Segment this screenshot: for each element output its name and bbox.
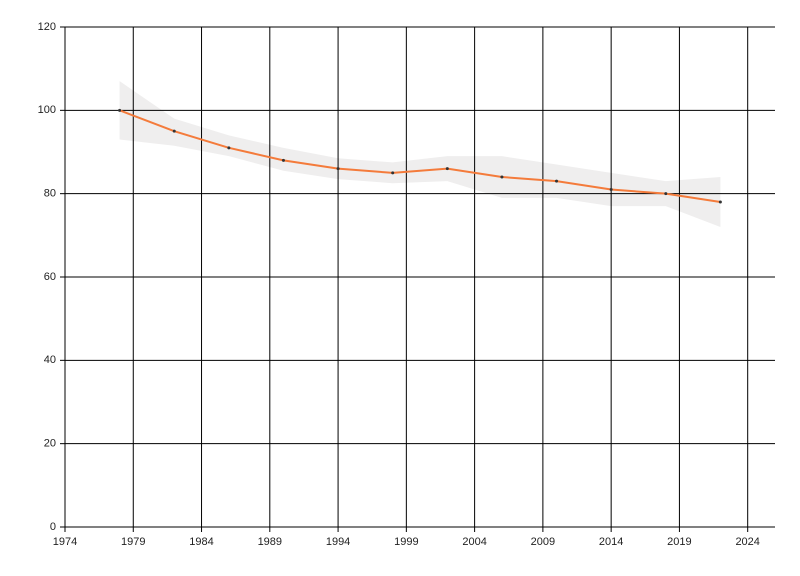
y-tick-label: 0 bbox=[50, 521, 56, 533]
x-tick-label: 1989 bbox=[258, 536, 282, 548]
marker bbox=[227, 146, 231, 150]
y-tick-label: 80 bbox=[44, 188, 56, 200]
y-tick-label: 120 bbox=[38, 21, 56, 33]
x-tick-label: 2014 bbox=[599, 536, 623, 548]
line bbox=[119, 109, 721, 203]
marker bbox=[172, 129, 176, 133]
confidence-band bbox=[119, 81, 721, 228]
marker bbox=[391, 171, 395, 175]
x-tick-label: 1979 bbox=[121, 536, 145, 548]
marker bbox=[500, 175, 504, 179]
y-tick-label: 100 bbox=[38, 104, 56, 116]
marker bbox=[445, 167, 449, 171]
y-tick-label: 60 bbox=[44, 271, 56, 283]
marker bbox=[118, 108, 122, 112]
marker bbox=[664, 192, 668, 196]
marker bbox=[718, 200, 722, 204]
marker bbox=[609, 188, 613, 191]
x-tick-label: 2024 bbox=[735, 536, 759, 548]
y-tick-label: 20 bbox=[44, 438, 56, 450]
x-tick-label: 2004 bbox=[462, 536, 486, 548]
x-tick-label: 2009 bbox=[531, 536, 555, 548]
x-tick-label: 1994 bbox=[326, 536, 350, 548]
y-tick-label: 40 bbox=[44, 354, 56, 366]
x-tick-label: 1999 bbox=[394, 536, 418, 548]
marker bbox=[555, 179, 559, 183]
x-tick-label: 1984 bbox=[189, 536, 213, 548]
x-tick-label: 2019 bbox=[667, 536, 691, 548]
x-tick-label: 1974 bbox=[53, 536, 77, 548]
marker bbox=[281, 158, 285, 162]
marker bbox=[336, 167, 340, 171]
